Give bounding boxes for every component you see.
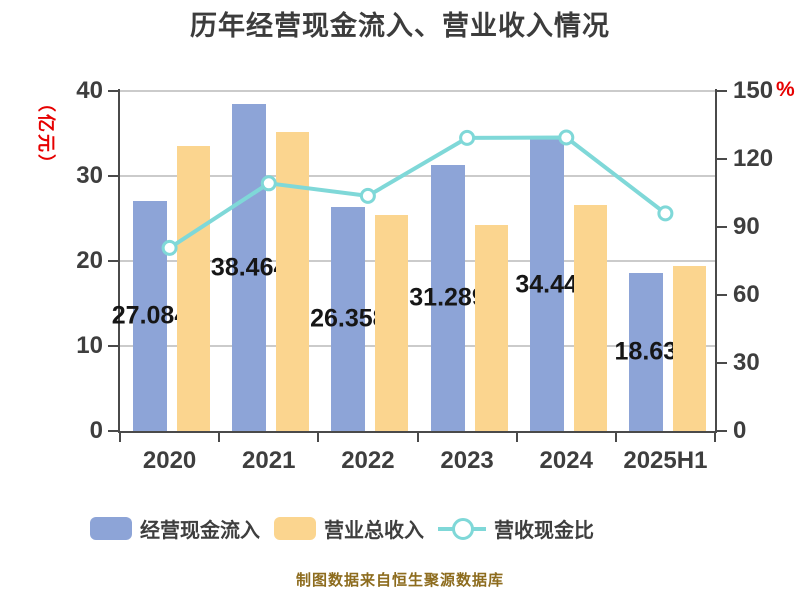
legend-label-cash-inflow: 经营现金流入 <box>140 520 260 542</box>
right-axis-tick-label: 60 <box>733 281 760 308</box>
right-axis-unit-label: % <box>776 78 795 101</box>
left-axis-tick <box>108 430 118 432</box>
x-axis-tick <box>614 433 617 442</box>
bar-revenue-2020[interactable] <box>177 146 210 431</box>
right-axis-tick <box>717 158 727 160</box>
bar-cash-inflow-2025H1[interactable] <box>628 272 663 431</box>
x-axis-tick <box>317 433 320 442</box>
left-axis-tick <box>108 175 118 177</box>
bar-value-label-2022: 26.358 <box>310 304 387 333</box>
x-axis-label-2020: 2020 <box>142 447 197 474</box>
x-axis-label-2025H1: 2025H1 <box>623 447 708 474</box>
bar-revenue-2022[interactable] <box>375 215 409 431</box>
x-axis-label-2021: 2021 <box>242 447 296 474</box>
left-axis-tick-label: 30 <box>76 162 103 189</box>
bar-value-label-2023: 31.289 <box>409 283 486 312</box>
x-axis-tick <box>714 433 716 442</box>
left-axis-tick <box>108 260 118 262</box>
right-axis-tick <box>717 90 727 92</box>
ratio-point-2025H1[interactable] <box>657 205 674 222</box>
plot-area: 27.084 38.464 26.358 31.289 34.44 18.63 <box>112 90 715 431</box>
right-axis-line <box>715 89 717 433</box>
right-axis-tick-label: 150 <box>733 77 774 104</box>
left-axis-tick-label: 40 <box>76 77 103 104</box>
right-axis-tick-label: 90 <box>733 213 760 240</box>
bar-value-label-2021: 38.464 <box>210 253 288 282</box>
bar-cash-inflow-2022[interactable] <box>331 207 366 431</box>
bar-cash-inflow-2024[interactable] <box>529 138 564 431</box>
chart-title: 历年经营现金流入、营业收入情况 <box>190 11 610 41</box>
bar-revenue-2025H1[interactable] <box>672 266 706 431</box>
ratio-point-2023[interactable] <box>459 129 476 146</box>
gridline <box>120 260 715 262</box>
legend: 经营现金流入 营业总收入 营收现金比 <box>90 514 594 543</box>
ratio-line <box>167 135 668 250</box>
bar-revenue-2023[interactable] <box>474 225 508 431</box>
legend-label-revenue: 营业总收入 <box>324 520 424 542</box>
right-axis-tick <box>717 362 727 364</box>
bar-revenue-2021[interactable] <box>276 131 310 431</box>
ratio-point-2021[interactable] <box>260 175 277 192</box>
gridline <box>120 345 715 347</box>
legend-item-cash-inflow[interactable]: 经营现金流入 <box>90 514 260 543</box>
ratio-point-2020[interactable] <box>161 239 178 256</box>
ratio-line-marker-icon <box>438 517 486 541</box>
right-axis-tick <box>717 226 727 228</box>
legend-item-revenue[interactable]: 营业总收入 <box>274 514 424 543</box>
bar-cash-inflow-2023[interactable] <box>430 165 465 431</box>
gridline <box>120 175 715 177</box>
cash-inflow-swatch-icon <box>90 517 132 540</box>
right-axis-tick-label: 120 <box>733 145 774 172</box>
x-axis-tick <box>218 433 221 442</box>
ratio-point-2024[interactable] <box>558 129 575 146</box>
legend-item-ratio[interactable]: 营收现金比 <box>438 514 594 543</box>
revenue-swatch-icon <box>274 517 316 540</box>
bar-revenue-2024[interactable] <box>573 204 607 431</box>
legend-label-ratio: 营收现金比 <box>494 520 594 542</box>
right-axis-tick <box>717 294 727 296</box>
left-axis-line <box>118 89 120 433</box>
x-axis-label-2022: 2022 <box>341 447 395 474</box>
ratio-point-2022[interactable] <box>359 187 376 204</box>
bar-value-label-2024: 34.44 <box>515 270 578 299</box>
x-axis-tick <box>416 433 419 442</box>
x-axis-tick <box>119 433 121 442</box>
left-axis-tick-label: 10 <box>76 332 103 359</box>
x-axis-label-2024: 2024 <box>539 447 593 474</box>
x-axis-label-2023: 2023 <box>440 447 494 474</box>
bar-cash-inflow-2021[interactable] <box>232 104 267 431</box>
right-axis-tick <box>717 430 727 432</box>
right-axis-tick-label: 0 <box>733 417 747 444</box>
bar-value-label-2020: 27.084 <box>111 301 189 330</box>
ratio-line-layer <box>161 129 674 256</box>
left-axis-tick-label: 20 <box>76 247 103 274</box>
x-axis-line <box>118 431 717 433</box>
left-axis-tick <box>108 90 118 92</box>
source-note: 制图数据来自恒生聚源数据库 <box>295 572 504 589</box>
left-axis-tick-label: 0 <box>89 417 103 444</box>
bar-cash-inflow-2020[interactable] <box>133 200 167 431</box>
x-axis-tick <box>515 433 518 442</box>
left-axis-tick <box>108 345 118 347</box>
gridline <box>120 90 715 92</box>
bar-value-label-2025H1: 18.63 <box>614 337 678 366</box>
right-axis-tick-label: 30 <box>733 349 760 376</box>
